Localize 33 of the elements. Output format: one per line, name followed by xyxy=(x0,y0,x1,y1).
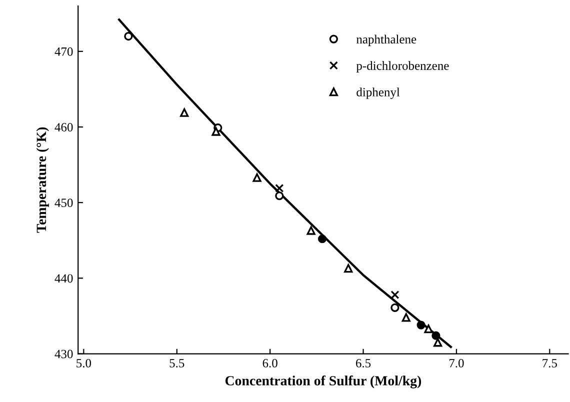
y-tick-label: 440 xyxy=(54,274,73,283)
point xyxy=(434,338,442,347)
point xyxy=(306,226,316,235)
x-tick-label: 7.5 xyxy=(542,359,557,368)
y-axis-title: Temperature (°K) xyxy=(36,127,49,233)
point xyxy=(424,324,433,334)
x-tick-label: 6.0 xyxy=(262,358,278,368)
x-tick-label: 6.5 xyxy=(356,359,371,368)
point xyxy=(402,313,410,322)
x-axis-title: Concentration of Sulfur (Mol/kg) xyxy=(225,376,422,388)
x-tick-label: 5.0 xyxy=(76,358,92,368)
x-tick-label: 7.0 xyxy=(449,358,464,368)
point xyxy=(275,184,284,193)
point xyxy=(124,32,133,41)
point xyxy=(344,264,353,273)
x-tick-label: 5.5 xyxy=(170,359,184,368)
y-tick-label: 430 xyxy=(54,350,73,358)
point xyxy=(432,331,440,340)
point xyxy=(390,303,400,312)
y-tick-label: 450 xyxy=(54,198,73,208)
line-series xyxy=(118,18,452,348)
y-tick-label: 460 xyxy=(54,123,73,132)
point xyxy=(416,320,426,330)
legend-label: p-dichlorobenzene xyxy=(356,61,449,72)
point xyxy=(180,108,189,117)
point xyxy=(390,290,400,300)
legend-label: diphenyl xyxy=(356,88,400,99)
y-tick-label: 470 xyxy=(54,47,73,56)
point xyxy=(252,173,262,182)
point xyxy=(318,234,327,244)
legend-label: naphthalene xyxy=(356,34,416,46)
point xyxy=(212,127,220,136)
point xyxy=(275,191,284,200)
